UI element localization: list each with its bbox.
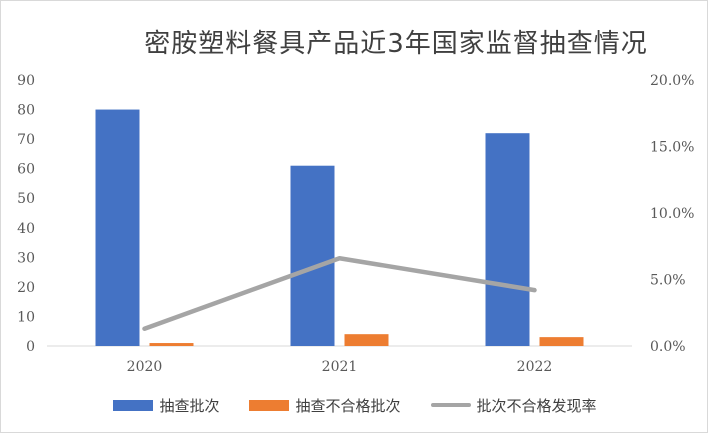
y-left-tick-label: 20 <box>17 280 35 296</box>
y-left-tick-label: 10 <box>17 309 35 325</box>
chart-legend: 抽查批次 抽查不合格批次 批次不合格发现率 <box>1 393 708 417</box>
legend-label: 抽查批次 <box>159 396 220 415</box>
bar-sampled-batches <box>290 165 335 346</box>
x-tick-label: 2022 <box>517 359 553 375</box>
y-right-tick-label: 0.0% <box>650 339 686 355</box>
bar-failed-batches <box>539 337 584 346</box>
y-right-tick-label: 15.0% <box>650 140 694 156</box>
y-left-tick-label: 80 <box>17 103 35 119</box>
legend-item: 批次不合格发现率 <box>430 395 597 416</box>
x-tick-label: 2020 <box>127 359 163 375</box>
x-tick-label: 2021 <box>322 359 358 375</box>
chart-title: 密胺塑料餐具产品近3年国家监督抽查情况 <box>144 29 648 59</box>
y-left-tick-label: 50 <box>17 191 35 207</box>
bar-sampled-batches <box>485 133 530 346</box>
legend-item: 抽查批次 <box>113 395 219 416</box>
bar-failed-batches <box>149 343 194 346</box>
y-left-tick-label: 0 <box>26 339 35 355</box>
y-right-tick-label: 20.0% <box>650 73 694 89</box>
y-left-tick-label: 40 <box>17 221 35 237</box>
y-right-tick-label: 5.0% <box>650 273 686 289</box>
legend-label: 批次不合格发现率 <box>476 396 597 415</box>
legend-item: 抽查不合格批次 <box>249 395 401 416</box>
legend-swatch <box>113 399 154 411</box>
line-failure-rate <box>142 255 537 331</box>
legend-swatch <box>430 403 471 407</box>
y-left-tick-label: 90 <box>17 73 35 89</box>
y-left-tick-label: 60 <box>17 162 35 178</box>
y-right-tick-label: 10.0% <box>650 206 694 222</box>
y-left-tick-label: 70 <box>17 132 35 148</box>
bar-sampled-batches <box>95 109 140 346</box>
legend-swatch <box>249 399 290 411</box>
bar-failed-batches <box>344 334 389 346</box>
legend-label: 抽查不合格批次 <box>295 396 401 415</box>
y-left-tick-label: 30 <box>17 250 35 266</box>
